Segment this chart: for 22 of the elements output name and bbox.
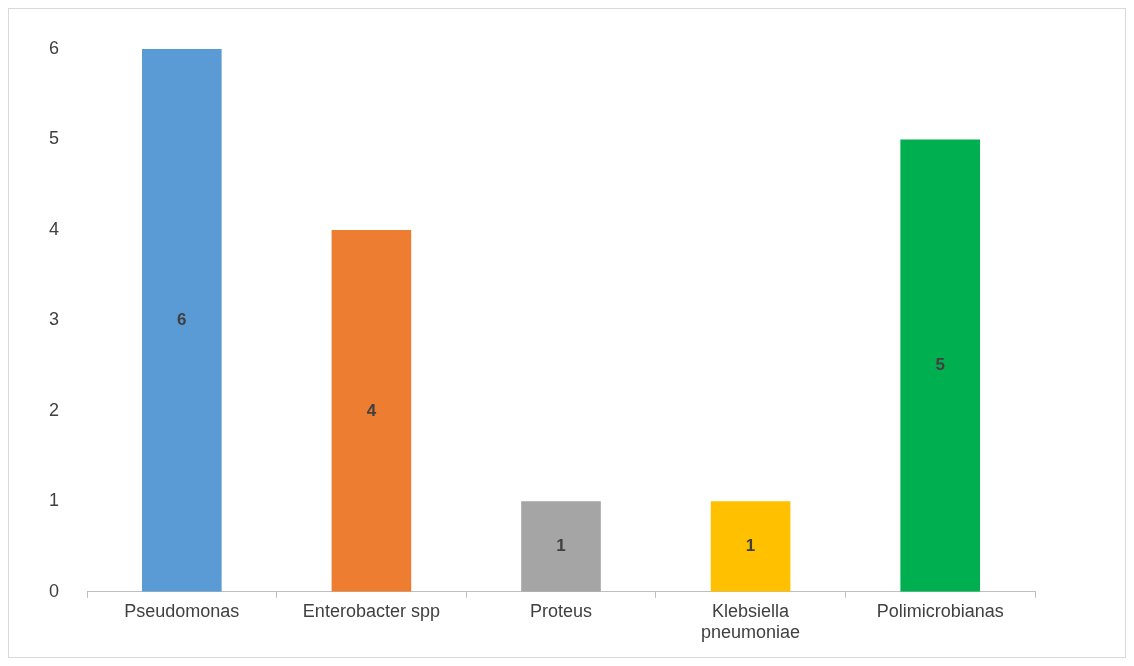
data-label: 4	[366, 400, 377, 420]
data-label: 1	[745, 536, 756, 556]
x-tick-label: Proteus	[529, 600, 593, 621]
y-tick-label: 1	[49, 490, 60, 511]
bar	[710, 501, 791, 592]
bar	[331, 229, 412, 592]
y-tick-label: 4	[49, 218, 60, 239]
bar	[900, 139, 981, 592]
data-label: 6	[177, 310, 187, 330]
x-tick-label: Polimicrobianas	[876, 600, 1004, 621]
y-tick-label: 0	[49, 580, 60, 601]
y-tick-label: 3	[49, 309, 60, 330]
x-tick-label: Enterobacter spp	[302, 600, 440, 621]
bar	[521, 501, 601, 592]
y-tick-label: 2	[49, 399, 60, 420]
data-label: 1	[556, 536, 566, 556]
y-tick-label: 6	[49, 37, 60, 58]
x-tick-label: Pseudomonas	[124, 600, 240, 621]
x-tick-label: Klebsiella pneumoniae	[701, 600, 801, 643]
bar	[141, 49, 222, 592]
y-tick-label: 5	[49, 128, 60, 149]
data-label: 5	[935, 355, 945, 375]
